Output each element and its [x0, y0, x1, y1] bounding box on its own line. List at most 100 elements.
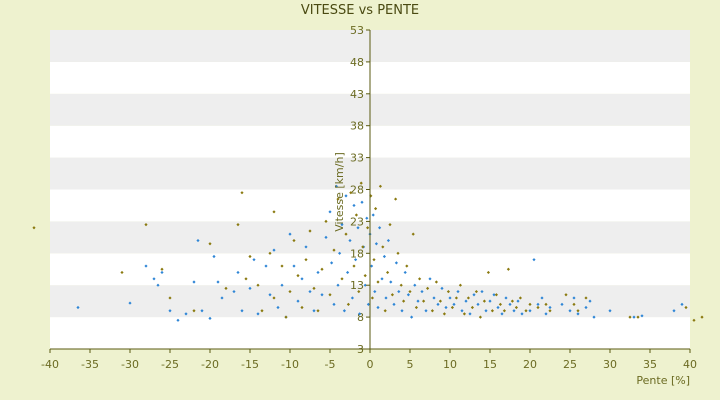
- x-tick-label: -20: [201, 358, 219, 371]
- data-point: [383, 309, 387, 313]
- data-point: [176, 318, 180, 322]
- data-point: [434, 280, 438, 284]
- x-tick-label: -30: [121, 358, 139, 371]
- data-point: [374, 242, 378, 246]
- data-point: [349, 191, 353, 195]
- data-point: [388, 222, 392, 227]
- data-point: [236, 270, 240, 275]
- data-point: [260, 309, 264, 313]
- data-point: [350, 296, 354, 300]
- data-point: [494, 293, 498, 297]
- data-point: [312, 286, 316, 290]
- data-point: [430, 309, 434, 313]
- data-point: [402, 299, 406, 303]
- x-tick-label: -10: [281, 358, 299, 371]
- data-point: [268, 251, 272, 255]
- tick-labels: -40 -35 -30 -25 -20 -15 -10 -5 0 5 10 15 20 25 30 35 40 3…: [41, 24, 697, 371]
- y-tick-label: 18: [350, 247, 364, 260]
- data-point: [394, 261, 398, 265]
- data-point: [288, 289, 292, 294]
- data-point: [436, 302, 440, 306]
- data-point: [584, 296, 588, 300]
- y-tick-label: 13: [350, 279, 364, 292]
- data-point: [700, 315, 704, 319]
- data-point: [378, 184, 382, 188]
- data-point: [440, 286, 444, 290]
- data-point: [338, 251, 342, 255]
- data-point: [346, 270, 350, 275]
- data-point: [640, 314, 644, 318]
- data-point: [512, 309, 516, 313]
- x-tick-label: 10: [443, 358, 457, 371]
- data-point: [568, 309, 572, 313]
- data-point: [200, 309, 204, 313]
- data-point: [256, 312, 260, 316]
- data-point: [363, 283, 367, 287]
- data-point: [304, 245, 308, 249]
- data-point: [528, 302, 532, 306]
- data-point: [366, 302, 370, 306]
- data-point: [312, 309, 316, 313]
- data-point: [422, 299, 426, 303]
- data-point: [292, 264, 296, 268]
- y-tick-label: 23: [350, 215, 364, 228]
- data-point: [528, 309, 532, 313]
- data-point: [272, 248, 276, 252]
- data-point: [397, 289, 401, 294]
- data-point: [374, 207, 378, 211]
- data-point: [386, 238, 390, 243]
- data-point: [496, 305, 500, 310]
- data-point: [330, 261, 334, 265]
- data-point: [470, 305, 474, 310]
- data-point: [160, 267, 164, 271]
- data-point: [458, 283, 462, 287]
- data-point: [168, 296, 172, 300]
- data-point: [371, 213, 375, 217]
- data-point: [460, 309, 464, 313]
- x-tick-label: 25: [563, 358, 577, 371]
- data-point: [394, 197, 398, 201]
- data-point: [464, 299, 468, 303]
- data-point: [288, 232, 292, 236]
- data-point: [411, 232, 415, 236]
- data-point: [359, 181, 363, 185]
- data-point: [208, 242, 212, 246]
- data-point: [442, 312, 446, 316]
- data-point: [608, 309, 612, 313]
- data-point: [363, 274, 367, 278]
- data-point: [240, 309, 244, 313]
- data-point: [360, 200, 364, 204]
- data-point: [354, 213, 358, 217]
- data-point: [276, 305, 280, 310]
- data-point: [474, 289, 478, 294]
- data-point: [386, 270, 390, 275]
- data-point: [292, 238, 296, 243]
- data-point: [486, 270, 490, 275]
- x-tick-label: 5: [407, 358, 414, 371]
- data-point: [342, 309, 346, 313]
- data-point: [462, 312, 466, 316]
- x-tick-label: 30: [603, 358, 617, 371]
- x-tick-label: 40: [683, 358, 697, 371]
- data-point: [208, 316, 212, 320]
- data-point: [272, 210, 276, 214]
- data-point: [378, 226, 382, 230]
- data-point: [160, 270, 164, 275]
- data-point: [540, 296, 544, 300]
- data-point: [405, 264, 409, 268]
- data-point: [476, 302, 480, 306]
- data-point: [304, 258, 308, 262]
- data-point: [504, 296, 508, 300]
- data-point: [316, 270, 320, 275]
- data-point: [564, 293, 568, 297]
- data-point: [432, 296, 436, 300]
- data-point: [216, 280, 220, 284]
- data-point: [588, 299, 592, 303]
- data-point: [400, 309, 404, 313]
- data-point: [356, 226, 360, 230]
- data-point: [236, 222, 240, 227]
- data-point: [376, 305, 380, 310]
- data-point: [320, 267, 324, 271]
- data-point: [256, 283, 260, 287]
